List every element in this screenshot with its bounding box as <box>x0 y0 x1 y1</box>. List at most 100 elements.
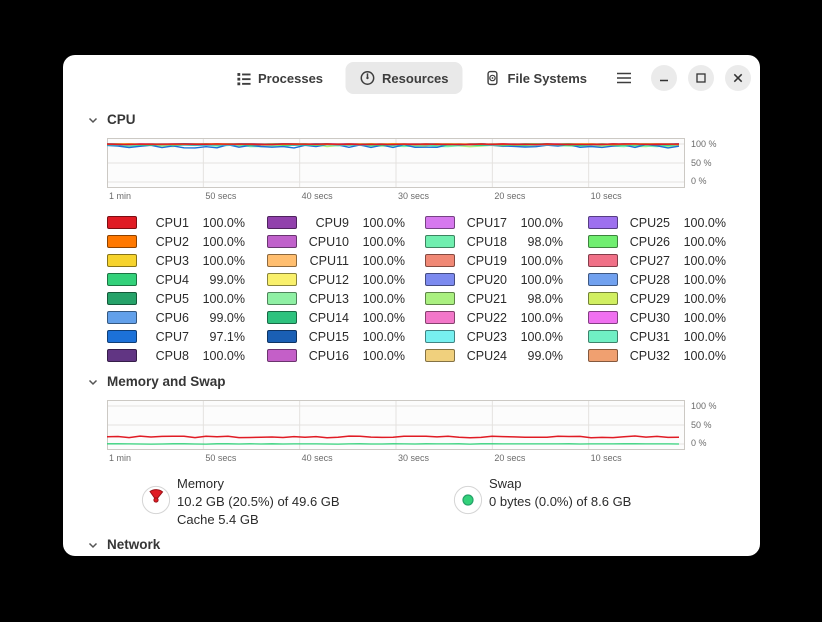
cpu-usage-value: 100.0% <box>683 310 726 325</box>
cpu-section-header[interactable]: CPU <box>87 112 136 127</box>
cpu-history-chart <box>107 138 685 188</box>
memory-x-tick: 40 secs <box>301 453 333 463</box>
memory-section-header[interactable]: Memory and Swap <box>87 374 226 389</box>
tab-resources[interactable]: Resources <box>345 62 463 94</box>
memory-x-tick: 10 secs <box>590 453 622 463</box>
cpu-name: CPU20 <box>466 272 507 287</box>
cpu-color-swatch <box>267 349 297 362</box>
disk-icon <box>485 70 501 86</box>
cpu-color-swatch <box>588 216 618 229</box>
cpu-usage-value: 100.0% <box>202 291 245 306</box>
cpu-usage-value: 100.0% <box>520 215 563 230</box>
cpu-name: CPU14 <box>308 310 349 325</box>
cpu-color-swatch <box>107 330 137 343</box>
memory-x-tick: 20 secs <box>494 453 526 463</box>
cpu-y-axis: 100 % 50 % 0 % <box>691 139 727 189</box>
cpu-legend-item: CPU15 100.0% <box>267 327 425 346</box>
close-button[interactable] <box>725 65 751 91</box>
cpu-legend-item: CPU18 98.0% <box>425 232 588 251</box>
cpu-color-swatch <box>107 349 137 362</box>
cpu-color-swatch <box>588 311 618 324</box>
tab-processes[interactable]: Processes <box>222 63 337 94</box>
cpu-usage-value: 99.0% <box>209 310 245 325</box>
cpu-legend-item: CPU5 100.0% <box>107 289 267 308</box>
cpu-name: CPU16 <box>308 348 349 363</box>
cpu-legend-item: CPU2 100.0% <box>107 232 267 251</box>
cpu-usage-value: 99.0% <box>527 348 563 363</box>
cpu-usage-value: 100.0% <box>202 215 245 230</box>
cpu-usage-value: 100.0% <box>683 348 726 363</box>
system-monitor-window: Processes Resources <box>63 55 760 556</box>
cpu-color-swatch <box>588 349 618 362</box>
view-tabs: Processes Resources <box>222 62 601 94</box>
cpu-color-swatch <box>107 254 137 267</box>
swap-label: Swap <box>489 476 522 491</box>
memory-x-tick: 30 secs <box>397 453 430 463</box>
cpu-usage-value: 100.0% <box>520 310 563 325</box>
cpu-legend-item: CPU10 100.0% <box>267 232 425 251</box>
cpu-color-swatch <box>425 349 455 362</box>
cpu-usage-value: 100.0% <box>202 348 245 363</box>
cpu-legend-item: CPU22 100.0% <box>425 308 588 327</box>
cpu-color-swatch <box>107 235 137 248</box>
cpu-legend-item: CPU17 100.0% <box>425 213 588 232</box>
cpu-color-swatch <box>267 216 297 229</box>
hamburger-menu-icon[interactable] <box>616 71 632 85</box>
cpu-usage-value: 100.0% <box>520 253 563 268</box>
cpu-legend-item: CPU11 100.0% <box>267 251 425 270</box>
cpu-x-tick: 30 secs <box>397 191 430 201</box>
memory-y-tick: 0 % <box>691 438 707 448</box>
cpu-legend-item: CPU24 99.0% <box>425 346 588 365</box>
cpu-usage-value: 100.0% <box>202 234 245 249</box>
cpu-usage-value: 100.0% <box>362 234 405 249</box>
cpu-color-swatch <box>425 292 455 305</box>
cpu-name: CPU15 <box>308 329 349 344</box>
cpu-legend-item: CPU14 100.0% <box>267 308 425 327</box>
cpu-name: CPU19 <box>466 253 507 268</box>
cpu-color-swatch <box>267 273 297 286</box>
cpu-name: CPU29 <box>629 291 670 306</box>
cpu-usage-value: 100.0% <box>362 329 405 344</box>
cpu-legend-item: CPU8 100.0% <box>107 346 267 365</box>
maximize-button[interactable] <box>688 65 714 91</box>
cpu-color-swatch <box>267 292 297 305</box>
cpu-name: CPU5 <box>155 291 189 306</box>
memory-pie-icon <box>141 485 171 520</box>
cpu-color-swatch <box>588 330 618 343</box>
cpu-usage-value: 100.0% <box>362 310 405 325</box>
swap-pie-icon <box>453 485 483 520</box>
cpu-name: CPU2 <box>155 234 189 249</box>
cpu-usage-value: 98.0% <box>527 291 563 306</box>
window-controls <box>616 65 751 91</box>
cpu-usage-value: 100.0% <box>683 253 726 268</box>
cpu-legend: CPU1 100.0% CPU2 100.0% CPU3 100.0% CPU4… <box>107 213 730 365</box>
titlebar: Processes Resources <box>63 55 760 101</box>
cpu-color-swatch <box>267 254 297 267</box>
cpu-legend-item: CPU30 100.0% <box>588 308 730 327</box>
swap-info: Swap 0 bytes (0.0%) of 8.6 GB <box>489 475 631 511</box>
cpu-legend-item: CPU4 99.0% <box>107 270 267 289</box>
minimize-button[interactable] <box>651 65 677 91</box>
cpu-color-swatch <box>588 292 618 305</box>
memory-x-axis: 1 min 50 secs 40 secs 30 secs 20 secs 10 secs <box>109 453 687 463</box>
cpu-name: CPU18 <box>466 234 507 249</box>
chevron-down-icon <box>87 376 99 388</box>
cpu-legend-item: CPU29 100.0% <box>588 289 730 308</box>
cpu-usage-value: 99.0% <box>209 272 245 287</box>
cpu-y-tick: 50 % <box>691 158 712 168</box>
cpu-usage-value: 100.0% <box>520 329 563 344</box>
cpu-color-swatch <box>107 292 137 305</box>
network-section-header[interactable]: Network <box>87 537 160 552</box>
memory-label: Memory <box>177 476 224 491</box>
cpu-color-swatch <box>425 216 455 229</box>
tab-file-systems[interactable]: File Systems <box>471 62 602 94</box>
cpu-name: CPU3 <box>155 253 189 268</box>
memory-info: Memory 10.2 GB (20.5%) of 49.6 GB Cache … <box>177 475 340 529</box>
cpu-name: CPU21 <box>466 291 507 306</box>
cpu-usage-value: 97.1% <box>209 329 245 344</box>
cpu-name: CPU17 <box>466 215 507 230</box>
cpu-usage-value: 100.0% <box>683 329 726 344</box>
cpu-name: CPU7 <box>155 329 189 344</box>
memory-y-tick: 50 % <box>691 420 712 430</box>
